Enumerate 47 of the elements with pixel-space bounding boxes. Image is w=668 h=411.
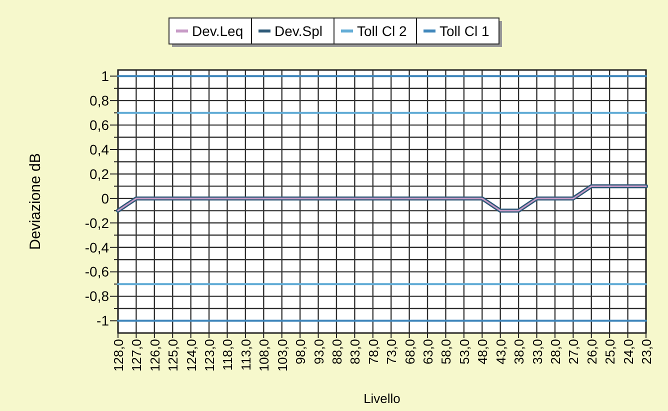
x-tick-label: 28,0 [548, 339, 563, 364]
y-tick-label: 0 [101, 190, 110, 206]
y-tick-label: -0,8 [84, 288, 110, 304]
x-tick-label: 88,0 [329, 339, 344, 364]
legend-label: Dev.Spl [274, 22, 322, 39]
x-tick-label: 124,0 [184, 339, 199, 372]
x-tick-label: 26,0 [584, 339, 600, 364]
legend-label: Toll Cl 2 [357, 22, 408, 39]
x-tick-label: 78,0 [366, 339, 381, 364]
x-tick-label: 53,0 [456, 339, 472, 364]
y-tick-label: 0,4 [90, 141, 110, 158]
x-tick-label: 48,0 [475, 339, 490, 364]
y-tick-label: 0,6 [90, 116, 110, 133]
x-tick-label: 33,0 [530, 339, 545, 364]
y-tick-label: -1 [96, 312, 110, 329]
legend-label: Dev.Leq [192, 22, 244, 39]
x-tick-label: 126,0 [147, 339, 162, 372]
legend-label: Toll Cl 1 [440, 22, 490, 39]
x-tick-label: 27,0 [566, 339, 582, 364]
x-tick-label: 25,0 [602, 339, 618, 364]
x-tick-label: 58,0 [438, 339, 454, 364]
x-tick-label: 98,0 [293, 339, 308, 364]
x-tick-label: 103,0 [274, 339, 290, 372]
y-axis-title: Deviazione dB [27, 153, 44, 250]
x-tick-label: 63,0 [420, 339, 436, 364]
y-tick-label: -0,6 [84, 264, 110, 280]
x-tick-label: 73,0 [384, 339, 400, 364]
x-tick-label: 83,0 [348, 339, 363, 364]
x-tick-label: 23,0 [639, 339, 654, 364]
y-tick-label: 0,2 [90, 166, 110, 182]
x-tick-label: 43,0 [493, 339, 508, 364]
x-axis-title: Livello [364, 391, 400, 406]
x-tick-label: 127,0 [129, 339, 144, 372]
y-tick-label: 1 [101, 68, 110, 84]
x-tick-label: 68,0 [402, 339, 418, 364]
x-tick-label: 24,0 [620, 339, 636, 364]
y-tick-label: 0,8 [90, 92, 110, 108]
x-tick-label: 93,0 [311, 339, 326, 364]
x-tick-label: 113,0 [238, 339, 254, 371]
y-tick-label: -0,2 [84, 214, 110, 231]
x-tick-label: 118,0 [220, 339, 236, 371]
x-tick-label: 125,0 [166, 339, 181, 372]
y-tick-label: -0,4 [84, 239, 110, 256]
x-tick-label: 108,0 [256, 339, 272, 372]
x-tick-label: 38,0 [512, 339, 527, 364]
x-tick-label: 128,0 [111, 339, 126, 372]
x-tick-label: 123,0 [202, 339, 218, 372]
